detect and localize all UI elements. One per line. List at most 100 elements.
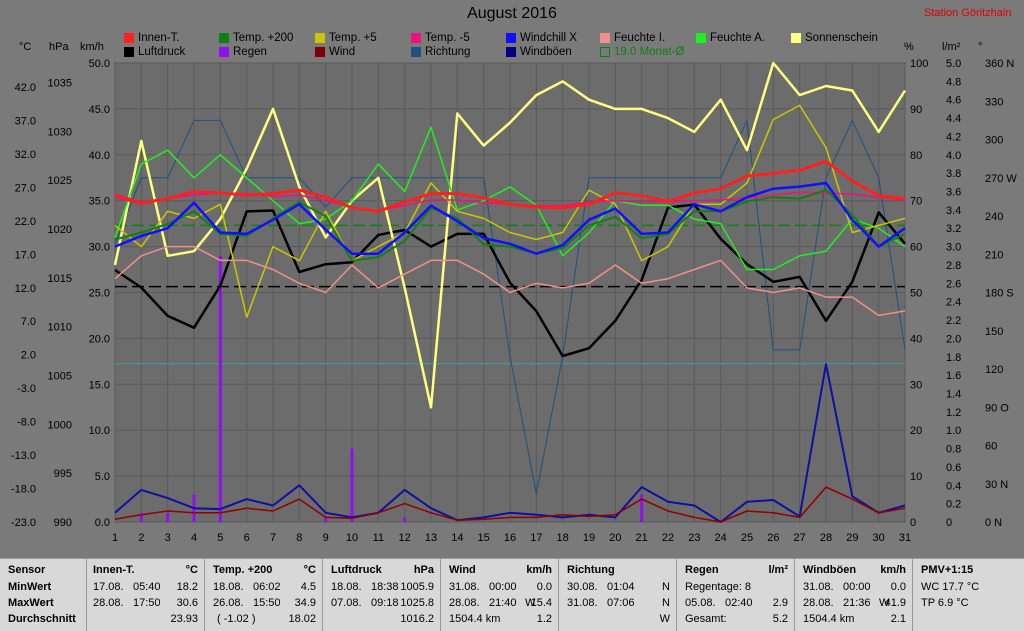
temp-tick-label: 42.0 (15, 82, 36, 94)
stats-col-sensor: Sensor MinWert MaxWert Durchschnitt (0, 559, 87, 631)
stats-value: 4.5 (300, 581, 316, 593)
stats-col-richtung: Richtung 30.08. 01:04 N 31.08. 07:06 N W (559, 559, 677, 631)
legend-label: Windchill X (520, 32, 577, 44)
percent-tick-label: 0 (910, 517, 916, 529)
rain-tick-label: 0 (946, 517, 952, 529)
x-tick-label: 13 (425, 532, 437, 544)
series-line (114, 104, 906, 318)
direction-tick-label: 210 (985, 249, 1003, 261)
stats-date: 31.08. (803, 581, 834, 593)
stats-header: Temp. +200 (213, 564, 273, 576)
rain-tick-label: 3.2 (946, 223, 961, 235)
stats-value: 1025.8 (400, 597, 434, 609)
legend-swatch (124, 47, 134, 57)
rain-tick-label: 3.4 (946, 205, 961, 217)
statistics-table: Sensor MinWert MaxWert Durchschnitt Inne… (0, 558, 1024, 631)
rain-tick-label: 2.0 (946, 333, 961, 345)
stats-header: Sensor (8, 564, 46, 576)
wind-tick-label: 25.0 (89, 288, 110, 300)
x-tick-label: 30 (873, 532, 885, 544)
temp-tick-label: 12.0 (15, 283, 36, 295)
stats-row-label: MaxWert (8, 597, 54, 609)
stats-col-luftdruck: Luftdruck hPa 18.08. 18:38 1005.9 07.08. 09:… (323, 559, 441, 631)
pressure-tick-label: 1020 (48, 224, 72, 236)
rain-tick-label: 2.4 (946, 297, 961, 309)
legend-swatch (506, 33, 516, 43)
stats-time: 21:40 (489, 597, 517, 609)
legend-label: Wind (329, 46, 356, 58)
x-tick-label: 3 (165, 532, 171, 544)
stats-header: Regen (685, 564, 719, 576)
stats-direction: W (879, 597, 890, 609)
stats-value: 0.0 (890, 581, 906, 593)
wind-tick-label: 40.0 (89, 150, 110, 162)
x-tick-label: 29 (846, 532, 858, 544)
stats-date: 18.08. (331, 581, 362, 593)
stats-rain-days: Regentage: 8 (685, 581, 752, 593)
direction-tick-label: 0 N (985, 517, 1002, 529)
legend-swatch (219, 47, 229, 57)
rain-tick-label: 2.8 (946, 260, 961, 272)
legend-label: Luftdruck (138, 46, 186, 58)
x-tick-label: 28 (820, 532, 832, 544)
legend-swatch (411, 47, 421, 57)
legend-label: Feuchte A. (710, 32, 765, 44)
wind-tick-label: 10.0 (89, 425, 110, 437)
stats-time: 02:40 (725, 597, 753, 609)
series-line (114, 126, 906, 271)
stats-header: Windböen (803, 564, 857, 576)
legend-label: Richtung (425, 46, 471, 58)
wind-tick-label: 35.0 (89, 196, 110, 208)
wind-tick-label: 15.0 (89, 379, 110, 391)
stats-value: 18.2 (176, 581, 198, 593)
stats-total-label: Gesamt: (685, 613, 727, 625)
pressure-tick-label: 995 (54, 468, 72, 480)
direction-tick-label: 60 (985, 441, 997, 453)
x-tick-label: 11 (373, 532, 384, 544)
stats-value: 41.9 (884, 597, 906, 609)
legend-label: Temp. -5 (425, 32, 470, 44)
axis-unit-rain: l/m² (942, 41, 961, 53)
stats-time: 09:18 (371, 597, 399, 609)
stats-date: 05.08. (685, 597, 716, 609)
stats-value: 34.9 (294, 597, 316, 609)
series-line (114, 189, 906, 262)
x-tick-label: 19 (583, 532, 595, 544)
direction-tick-label: 90 O (985, 402, 1009, 414)
rain-tick-label: 0.6 (946, 462, 961, 474)
direction-tick-label: 240 (985, 211, 1003, 223)
stats-header: Luftdruck (331, 564, 382, 576)
legend-swatch (315, 47, 325, 57)
legend-swatch (219, 33, 229, 43)
stats-windchill: WC 17.7 °C (921, 581, 980, 593)
stats-unit: km/h (526, 564, 552, 576)
x-tick-label: 22 (662, 532, 674, 544)
percent-tick-label: 80 (910, 150, 922, 162)
rain-tick-label: 2.2 (946, 315, 961, 327)
stats-distance: 1504.4 km (449, 613, 501, 625)
x-tick-label: 9 (323, 532, 329, 544)
percent-tick-label: 50 (910, 288, 922, 300)
x-tick-label: 17 (530, 532, 542, 544)
stats-time: 00:00 (843, 581, 871, 593)
direction-tick-label: 120 (985, 364, 1003, 376)
stats-distance: 1504.4 km (803, 613, 855, 625)
legend-swatch (315, 33, 325, 43)
stats-time: 17:50 (133, 597, 161, 609)
direction-tick-label: 30 N (985, 479, 1008, 491)
stats-col-pmv: PMV+1:15 WC 17.7 °C TP 6.9 °C (913, 559, 1023, 631)
stats-value: 30.6 (176, 597, 198, 609)
x-tick-label: 24 (715, 532, 727, 544)
x-tick-label: 2 (138, 532, 144, 544)
axis-unit-pressure: hPa (49, 41, 69, 53)
direction-tick-label: 270 W (985, 173, 1017, 185)
temp-tick-label: 32.0 (15, 149, 36, 161)
percent-tick-label: 70 (910, 196, 922, 208)
stats-unit: °C (303, 564, 316, 576)
stats-deviation: ( -1.02 ) (217, 613, 256, 625)
x-tick-label: 16 (504, 532, 516, 544)
rain-tick-label: 1.0 (946, 425, 961, 437)
wind-tick-label: 5.0 (95, 471, 110, 483)
x-tick-label: 18 (557, 532, 569, 544)
percent-tick-label: 10 (910, 471, 922, 483)
